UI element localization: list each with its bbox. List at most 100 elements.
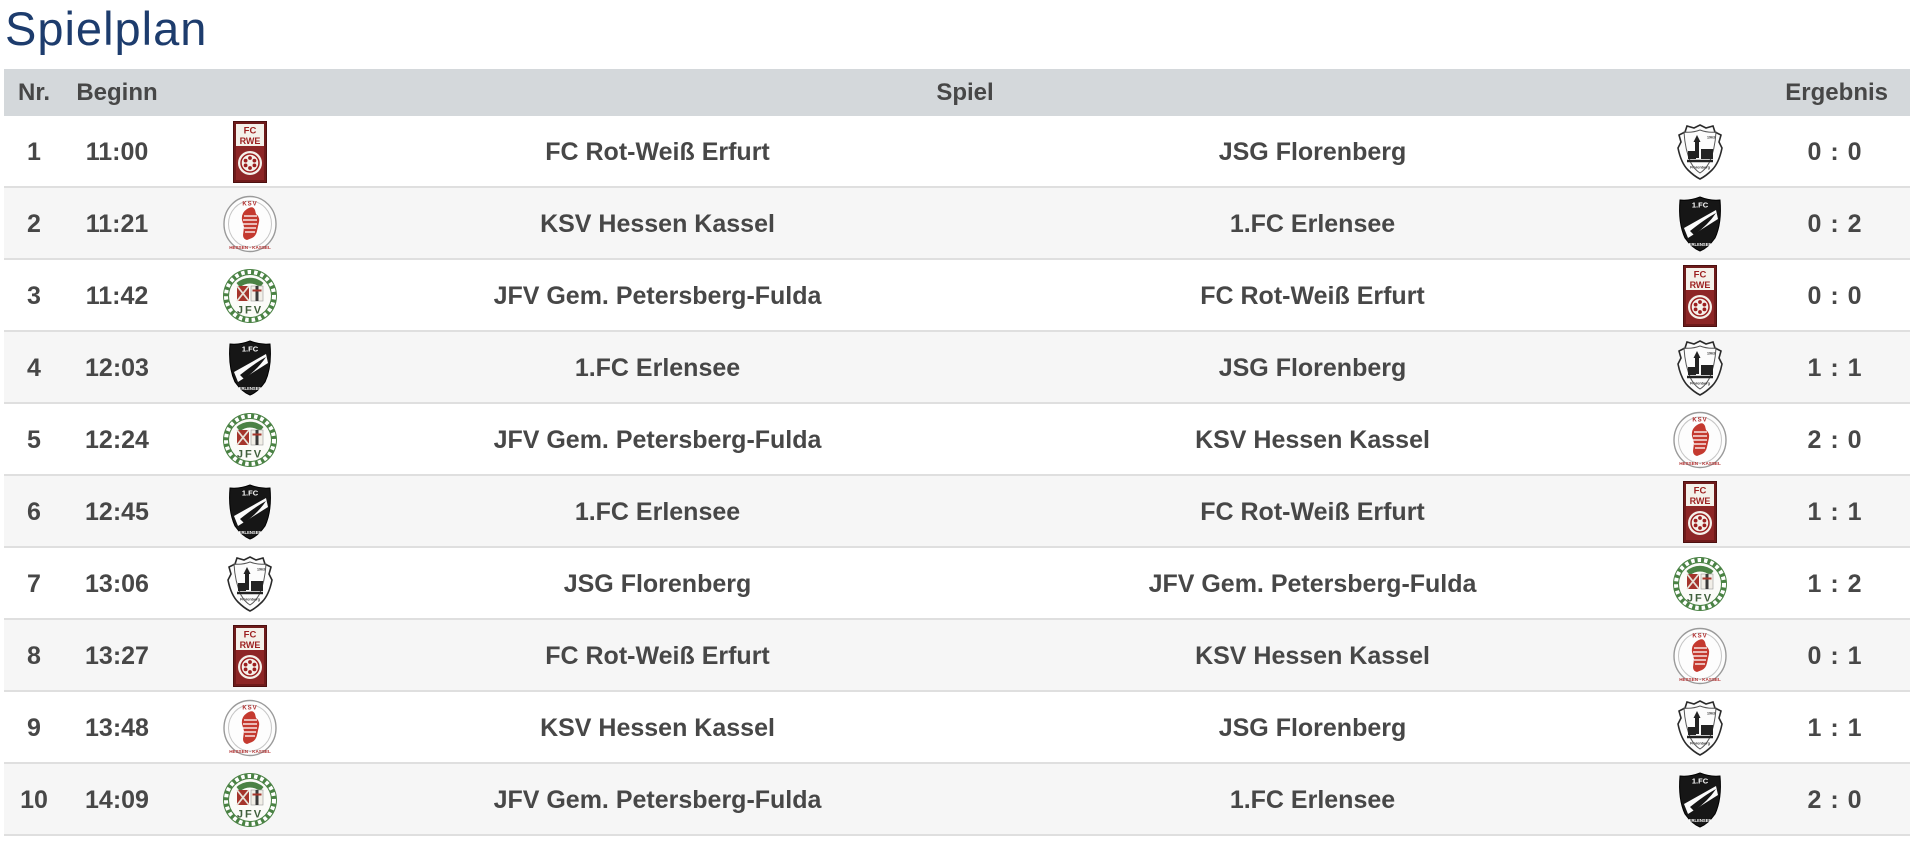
- match-score: 0 : 1: [1807, 641, 1863, 670]
- match-time: 14:09: [85, 785, 149, 814]
- match-number: 7: [27, 569, 41, 598]
- svg-text:1963: 1963: [1707, 136, 1715, 140]
- svg-text:ERLENSEE: ERLENSEE: [239, 530, 262, 535]
- match-score: 0 : 2: [1807, 209, 1863, 238]
- away-team-name: 1.FC Erlensee: [1229, 209, 1396, 238]
- match-time: 13:48: [85, 713, 149, 742]
- home-team-logo-fc-erlensee: 1.FC ERLENSEE: [170, 332, 330, 404]
- home-team-logo-ksv-hessen-kassel: KSV HESSEN - KASSEL: [170, 188, 330, 260]
- away-team-name: KSV Hessen Kassel: [1195, 641, 1430, 670]
- header-spiel: Spiel: [936, 78, 994, 106]
- table-header-row: Nr. Beginn Spiel Ergebnis: [4, 69, 1910, 117]
- svg-text:1.FC: 1.FC: [1692, 777, 1709, 786]
- match-score: 1 : 2: [1807, 569, 1863, 598]
- home-team-logo-ksv-hessen-kassel: KSV HESSEN - KASSEL: [170, 692, 330, 764]
- away-team-logo-fc-rwe: FC RWE: [1640, 260, 1760, 332]
- svg-text:FC: FC: [244, 630, 257, 641]
- svg-text:KSV: KSV: [242, 202, 257, 208]
- svg-text:ERLENSEE: ERLENSEE: [1689, 242, 1712, 247]
- svg-text:FC: FC: [244, 126, 257, 137]
- match-time: 11:00: [85, 137, 149, 166]
- away-team-name: JSG Florenberg: [1218, 713, 1407, 742]
- table-body: 1 11:00 FC RWE FC Rot-Weiß Erfurt JSG Fl…: [4, 116, 1910, 837]
- away-team-logo-fc-erlensee: 1.FC ERLENSEE: [1640, 188, 1760, 260]
- away-team-name: 1.FC Erlensee: [1229, 785, 1396, 814]
- match-score: 2 : 0: [1807, 425, 1863, 454]
- home-team-name: JSG Florenberg: [563, 569, 752, 598]
- header-ergebnis: Ergebnis: [1785, 78, 1888, 106]
- home-team-name: FC Rot-Weiß Erfurt: [545, 137, 770, 166]
- svg-text:Florenberg: Florenberg: [1690, 382, 1711, 386]
- svg-text:1963: 1963: [257, 568, 265, 572]
- svg-text:Florenberg: Florenberg: [1690, 742, 1711, 746]
- match-number: 2: [27, 209, 41, 238]
- home-team-name: 1.FC Erlensee: [574, 497, 741, 526]
- svg-text:1963: 1963: [1707, 712, 1715, 716]
- match-row: 8 13:27 FC RWE FC Rot-Weiß Erfurt KSV He…: [4, 620, 1910, 693]
- svg-text:RWE: RWE: [1690, 496, 1711, 506]
- away-team-logo-fc-erlensee: 1.FC ERLENSEE: [1640, 764, 1760, 836]
- home-team-name: 1.FC Erlensee: [574, 353, 741, 382]
- match-row: 6 12:45 1.FC ERLENSEE 1.FC Erlensee FC R…: [4, 476, 1910, 549]
- match-row: 4 12:03 1.FC ERLENSEE 1.FC Erlensee JSG …: [4, 332, 1910, 405]
- match-time: 13:06: [85, 569, 149, 598]
- svg-text:HESSEN - KASSEL: HESSEN - KASSEL: [1679, 677, 1721, 682]
- svg-text:HESSEN - KASSEL: HESSEN - KASSEL: [1679, 461, 1721, 466]
- home-team-logo-fc-rwe: FC RWE: [170, 620, 330, 692]
- home-team-name: FC Rot-Weiß Erfurt: [545, 641, 770, 670]
- match-number: 4: [27, 353, 41, 382]
- svg-text:FC: FC: [1694, 270, 1707, 281]
- away-team-name: JSG Florenberg: [1218, 137, 1407, 166]
- svg-text:KSV: KSV: [242, 706, 257, 712]
- match-number: 10: [20, 785, 48, 814]
- match-row: 10 14:09 JFV JFV Gem. Petersberg-Fulda 1…: [4, 764, 1910, 837]
- svg-text:ERLENSEE: ERLENSEE: [239, 386, 262, 391]
- match-row: 2 11:21 KSV HESSEN - KASSEL KSV Hessen K…: [4, 188, 1910, 261]
- header-nr: Nr.: [17, 78, 50, 106]
- match-number: 9: [27, 713, 41, 742]
- away-team-logo-jsg-florenberg: 1963 Florenberg: [1640, 116, 1760, 188]
- away-team-name: FC Rot-Weiß Erfurt: [1200, 281, 1425, 310]
- match-score: 0 : 0: [1807, 281, 1863, 310]
- match-score: 1 : 1: [1807, 497, 1863, 526]
- match-score: 2 : 0: [1807, 785, 1863, 814]
- svg-text:1.FC: 1.FC: [242, 345, 259, 354]
- home-team-logo-fc-erlensee: 1.FC ERLENSEE: [170, 476, 330, 548]
- svg-text:1.FC: 1.FC: [1692, 201, 1709, 210]
- header-beginn: Beginn: [76, 78, 158, 106]
- svg-text:Florenberg: Florenberg: [240, 598, 261, 602]
- away-team-logo-jsg-florenberg: 1963 Florenberg: [1640, 332, 1760, 404]
- svg-text:HESSEN - KASSEL: HESSEN - KASSEL: [229, 749, 271, 754]
- svg-text:JFV: JFV: [1687, 593, 1713, 605]
- match-time: 13:27: [85, 641, 149, 670]
- svg-text:KSV: KSV: [1692, 634, 1707, 640]
- svg-text:JFV: JFV: [237, 809, 263, 821]
- match-number: 1: [27, 137, 41, 166]
- away-team-logo-jsg-florenberg: 1963 Florenberg: [1640, 692, 1760, 764]
- svg-text:JFV: JFV: [237, 305, 263, 317]
- svg-text:1963: 1963: [1707, 352, 1715, 356]
- away-team-logo-ksv-hessen-kassel: KSV HESSEN - KASSEL: [1640, 404, 1760, 476]
- away-team-name: KSV Hessen Kassel: [1195, 425, 1430, 454]
- match-row: 5 12:24 JFV JFV Gem. Petersberg-Fulda KS…: [4, 404, 1910, 477]
- away-team-name: FC Rot-Weiß Erfurt: [1200, 497, 1425, 526]
- home-team-name: KSV Hessen Kassel: [540, 209, 775, 238]
- match-time: 12:03: [85, 353, 149, 382]
- match-score: 1 : 1: [1807, 713, 1863, 742]
- away-team-name: JFV Gem. Petersberg-Fulda: [1148, 569, 1477, 598]
- match-row: 9 13:48 KSV HESSEN - KASSEL KSV Hessen K…: [4, 692, 1910, 765]
- match-number: 6: [27, 497, 41, 526]
- match-time: 12:45: [85, 497, 149, 526]
- home-team-logo-jfv-petersberg-fulda: JFV: [170, 404, 330, 476]
- match-number: 8: [27, 641, 41, 670]
- svg-text:1.FC: 1.FC: [242, 489, 259, 498]
- match-row: 7 13:06 1963 Florenberg JSG Florenberg J…: [4, 548, 1910, 621]
- home-team-logo-jfv-petersberg-fulda: JFV: [170, 260, 330, 332]
- svg-text:RWE: RWE: [1690, 280, 1711, 290]
- away-team-name: JSG Florenberg: [1218, 353, 1407, 382]
- away-team-logo-fc-rwe: FC RWE: [1640, 476, 1760, 548]
- away-team-logo-ksv-hessen-kassel: KSV HESSEN - KASSEL: [1640, 620, 1760, 692]
- match-number: 5: [27, 425, 41, 454]
- match-time: 12:24: [85, 425, 149, 454]
- home-team-name: JFV Gem. Petersberg-Fulda: [493, 281, 822, 310]
